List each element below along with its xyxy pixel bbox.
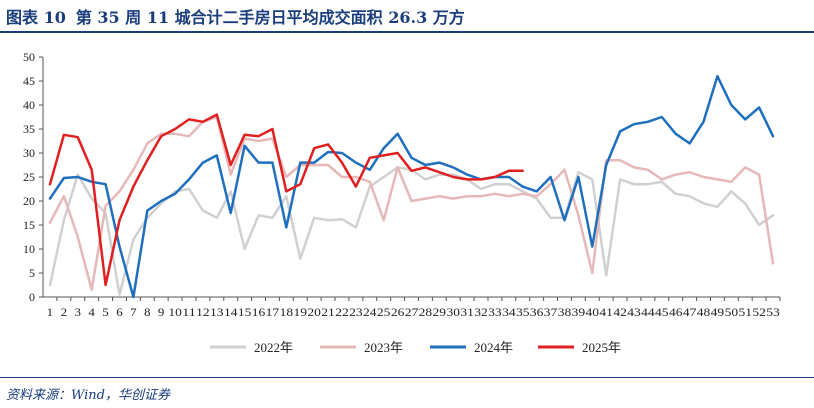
x-tick-label: 46 [669,305,683,319]
legend-label: 2024年 [474,340,513,355]
x-tick-label: 7 [130,305,137,319]
x-tick-label: 19 [294,305,308,319]
x-tick-label: 5 [102,305,109,319]
x-tick-label: 6 [116,305,123,319]
figure-label: 图表 10 [6,8,66,27]
x-tick-label: 45 [655,305,669,319]
x-tick-label: 2 [61,305,68,319]
source-note: 资料来源：Wind，华创证券 [6,388,170,403]
x-tick-label: 22 [335,305,349,319]
y-tick-label: 30 [23,146,35,160]
x-tick-label: 41 [599,305,613,319]
x-tick-label: 40 [586,305,600,319]
y-tick-label: 15 [23,218,35,232]
x-tick-label: 32 [474,305,488,319]
x-tick-label: 13 [210,305,224,319]
x-tick-label: 43 [627,305,641,319]
x-tick-label: 35 [516,305,530,319]
x-tick-label: 12 [196,305,210,319]
x-tick-label: 47 [683,305,697,319]
x-tick-label: 37 [544,305,558,319]
x-tick-label: 17 [266,305,280,319]
x-tick-label: 39 [572,305,586,319]
x-tick-label: 52 [752,305,766,319]
x-tick-label: 53 [766,305,780,319]
y-tick-label: 45 [23,74,35,88]
y-tick-label: 10 [23,242,35,256]
series-line-2025年 [48,113,524,287]
x-tick-label: 23 [349,305,363,319]
legend-label: 2023年 [364,340,403,355]
figure-title: 图表 10 第 35 周 11 城合计二手房日平均成交面积 26.3 万方 [6,4,465,28]
x-tick-label: 4 [88,305,95,319]
y-tick-label: 5 [29,266,35,280]
title-divider [0,31,814,33]
x-tick-label: 30 [446,305,460,319]
x-tick-label: 29 [433,305,447,319]
x-tick-label: 36 [530,305,544,319]
x-tick-label: 20 [307,305,321,319]
x-tick-label: 51 [738,305,752,319]
x-tick-label: 21 [321,305,335,319]
x-tick-label: 25 [377,305,391,319]
y-tick-label: 40 [23,98,35,112]
x-tick-label: 24 [363,305,377,319]
x-tick-label: 3 [75,305,82,319]
x-tick-label: 31 [460,305,474,319]
x-tick-label: 9 [158,305,165,319]
x-tick-label: 10 [168,305,182,319]
x-tick-label: 28 [419,305,433,319]
x-tick-label: 14 [224,305,238,319]
series-line-2023年 [48,115,775,292]
x-tick-label: 48 [697,305,711,319]
x-tick-label: 44 [641,305,655,319]
x-tick-label: 26 [391,305,405,319]
x-tick-label: 42 [613,305,627,319]
x-tick-label: 8 [144,305,151,319]
x-tick-label: 38 [558,305,572,319]
y-tick-label: 0 [29,290,35,304]
chart-legend: 2022年 2023年 2024年 2025年 [210,340,621,355]
x-tick-label: 49 [711,305,725,319]
series-line-2024年 [48,74,775,299]
x-tick-label: 11 [182,305,196,319]
series-line-2022年 [48,166,775,296]
legend-label: 2022年 [254,340,293,355]
y-tick-label: 35 [23,122,35,136]
y-tick-label: 20 [23,194,35,208]
figure-title-text: 第 35 周 11 城合计二手房日平均成交面积 26.3 万方 [75,8,465,27]
x-tick-label: 1 [47,305,54,319]
chart-series [48,74,775,299]
y-tick-label: 50 [23,50,35,64]
x-tick-label: 27 [405,305,419,319]
x-tick-label: 33 [488,305,502,319]
x-tick-label: 34 [502,305,516,319]
y-tick-label: 25 [23,170,35,184]
x-tick-label: 15 [238,305,252,319]
source-divider [0,377,814,378]
x-tick-label: 18 [280,305,294,319]
x-tick-label: 16 [252,305,266,319]
x-tick-label: 50 [725,305,739,319]
legend-label: 2025年 [582,340,621,355]
